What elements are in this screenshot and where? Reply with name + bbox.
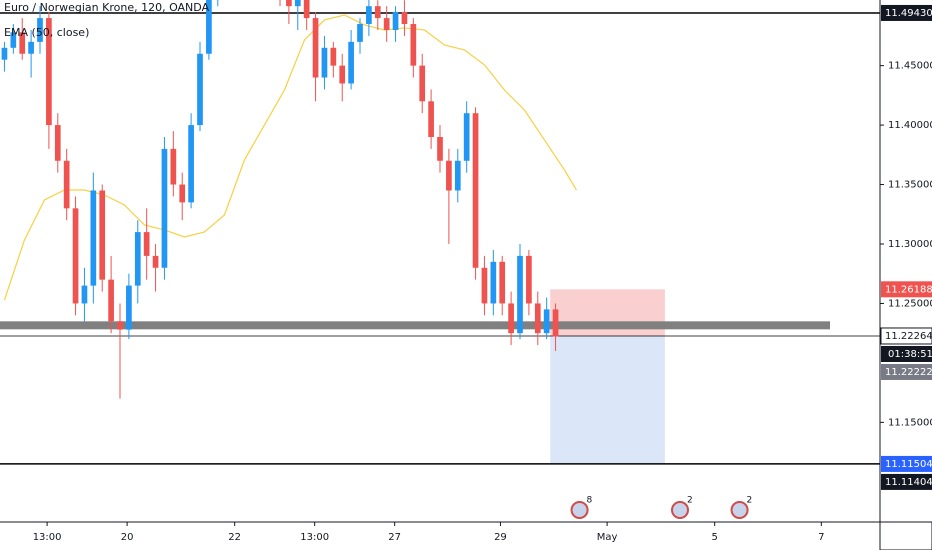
- y-tick-label: 11.40000: [888, 120, 932, 131]
- price-label-box: [881, 363, 932, 380]
- candle-body: [179, 184, 186, 203]
- x-tick-label: 29: [494, 532, 507, 543]
- candle-body: [366, 6, 372, 25]
- candle-body: [63, 160, 70, 209]
- price-label: 11.11404: [885, 477, 932, 488]
- candle-body: [54, 125, 61, 161]
- candle-body: [321, 47, 328, 78]
- plot-area: [0, 0, 880, 465]
- x-tick-label: 13:00: [33, 532, 62, 543]
- candle-body: [152, 255, 159, 268]
- candle-body: [294, 0, 301, 7]
- target-zone: [550, 335, 665, 464]
- candle-body: [428, 101, 434, 137]
- candle-body: [357, 24, 363, 42]
- candle-body: [99, 190, 106, 280]
- candle-body: [28, 41, 34, 54]
- countdown: 01:38:51: [888, 349, 932, 360]
- chart-title: Euro / Norwegian Krone, 120, OANDA: [4, 1, 210, 14]
- price-label-box: [881, 455, 932, 472]
- event-count: 2: [687, 496, 693, 506]
- candle-body: [188, 125, 194, 203]
- price-label: 11.49430: [885, 8, 932, 19]
- candle-body: [348, 41, 354, 84]
- candle-body: [161, 148, 168, 268]
- candle-body: [206, 0, 212, 54]
- candle-body: [286, 0, 292, 7]
- event-icon: [730, 501, 749, 519]
- candle-body: [108, 279, 114, 322]
- price-label: 11.26188: [885, 284, 932, 295]
- corner-box: [879, 521, 932, 550]
- candle-body: [90, 190, 97, 286]
- candle-body: [303, 0, 310, 19]
- x-tick-label: 13:00: [300, 532, 329, 543]
- event-icon: [570, 501, 589, 519]
- candle-body: [463, 113, 470, 161]
- price-label: 11.22222: [885, 367, 932, 378]
- candle-body: [552, 309, 559, 337]
- price-label: 11.11504: [885, 459, 932, 470]
- x-tick-label: 27: [388, 532, 401, 543]
- candle-body: [19, 32, 26, 54]
- x-tick-label: 5: [711, 532, 717, 543]
- candle-body: [534, 303, 541, 334]
- candle-body: [81, 285, 88, 304]
- price-label-box: [881, 281, 932, 298]
- support-zone: [0, 321, 830, 330]
- candle-body: [401, 12, 408, 25]
- y-tick-label: 11.25000: [888, 298, 932, 309]
- y-tick-label: 11.15000: [888, 417, 932, 428]
- y-tick-label: 11.45000: [888, 61, 932, 72]
- candle-body: [410, 24, 417, 66]
- candle-body: [543, 309, 550, 334]
- event-icon: [671, 501, 689, 519]
- candle-body: [481, 267, 488, 304]
- event-count: 2: [747, 496, 753, 506]
- x-tick-label: 20: [121, 532, 134, 543]
- candle-body: [374, 6, 381, 19]
- price-label: 11.22264: [885, 331, 932, 342]
- candle-body: [312, 18, 319, 78]
- candle-body: [1, 47, 8, 60]
- price-label-box: [881, 473, 932, 490]
- candle-body: [454, 160, 461, 191]
- candle-body: [143, 232, 150, 256]
- candle-body: [37, 18, 43, 42]
- candle-body: [117, 321, 123, 330]
- candle-body: [419, 65, 426, 102]
- y-tick-label: 11.30000: [888, 239, 932, 250]
- candle-body: [490, 261, 497, 304]
- candle-body: [46, 18, 52, 126]
- candle-body: [437, 136, 443, 161]
- candle-body: [197, 53, 203, 126]
- candle-body: [499, 261, 506, 304]
- x-tick-label: 22: [228, 532, 241, 543]
- candle-body: [170, 148, 177, 185]
- candle-body: [392, 12, 399, 30]
- candle-body: [383, 18, 390, 30]
- candle-body: [330, 47, 337, 66]
- candle-body: [134, 232, 141, 286]
- candle-body: [126, 285, 132, 330]
- candle-body: [446, 160, 452, 191]
- candle-body: [72, 208, 79, 304]
- candle-body: [472, 113, 479, 268]
- candle-body: [526, 255, 532, 304]
- x-tick-label: 7: [818, 532, 824, 543]
- candle-body: [339, 65, 346, 84]
- x-tick-label: May: [597, 532, 618, 543]
- price-label-box: [881, 4, 932, 21]
- countdown-box: [881, 345, 932, 362]
- candle-body: [508, 303, 514, 334]
- ema-line: [3, 14, 577, 301]
- ema-legend: EMA (50, close): [4, 26, 89, 39]
- y-tick-label: 11.35000: [888, 180, 932, 191]
- candle-body: [10, 32, 17, 48]
- candle-body: [517, 255, 523, 334]
- event-count: 8: [587, 496, 593, 506]
- price-label-box: [880, 327, 932, 345]
